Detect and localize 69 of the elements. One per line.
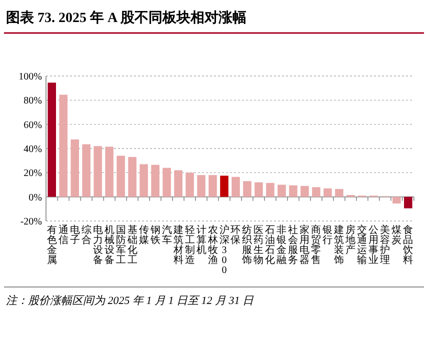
x-tick-label: 钢铁 (149, 225, 160, 246)
x-tick-label: 电力设备 (92, 224, 103, 266)
x-tick-label: 建筑材料 (172, 224, 184, 266)
bar (197, 175, 206, 197)
bar (243, 181, 252, 197)
x-tick-label: 国防军工 (116, 225, 126, 266)
x-tick-label: 石油石化 (265, 225, 276, 266)
x-tick-label: 综合 (81, 224, 92, 246)
bar (94, 146, 102, 197)
x-tick-label: 医药生物 (254, 225, 264, 266)
y-tick-label: 0% (28, 192, 42, 204)
y-tick-label: 40% (24, 144, 42, 155)
bar (140, 164, 148, 197)
bar (128, 156, 136, 197)
bar (278, 184, 286, 197)
bar (82, 144, 90, 197)
bar (116, 156, 125, 197)
x-tick-label: 交通运输 (357, 224, 368, 266)
x-tick-label: 传媒 (138, 225, 149, 246)
text: 注：股价涨幅区间为 2025 年 1 月 1 日至 12 月 31 日 (6, 294, 254, 307)
bar (266, 182, 274, 197)
bar (300, 186, 309, 197)
x-tick-label: 环保 (230, 225, 241, 246)
bar (70, 139, 79, 197)
y-tick-label: -20% (20, 216, 42, 228)
bar (105, 146, 114, 197)
x-tick-label: 轻工制造 (184, 224, 195, 266)
x-tick-label: 美容护理 (379, 224, 390, 266)
x-tick-label: 通信 (58, 224, 68, 246)
bar (312, 187, 320, 197)
bar (254, 182, 263, 197)
bar (151, 164, 160, 197)
bar (186, 172, 194, 197)
x-tick-label: 食品饮料 (402, 224, 414, 266)
x-tick-label: 家用电器 (300, 224, 310, 266)
bar (48, 82, 56, 197)
bar (220, 176, 228, 197)
x-tick-label: 煤炭 (392, 224, 402, 246)
y-tick-label: 100% (18, 72, 42, 82)
x-tick-label: 房地产 (344, 224, 356, 256)
x-tick-label: 农林牧渔 (206, 225, 218, 266)
x-tick-label: 非银金融 (276, 224, 287, 266)
x-tick-label: 建筑装饰 (333, 224, 344, 266)
x-tick-label: 商贸零售 (311, 224, 322, 266)
x-tick-label: 公用事业 (368, 224, 379, 266)
bar (404, 196, 412, 208)
x-tick-label: 计算机 (196, 224, 206, 256)
bar (324, 188, 332, 197)
bar (289, 185, 298, 197)
x-tick-label: 社会服务 (288, 224, 298, 266)
y-tick-label: 20% (24, 168, 42, 180)
bar (392, 196, 401, 204)
x-tick-label: 沪深300 (219, 224, 230, 276)
x-tick-label: 机械设备 (104, 224, 114, 266)
y-tick-label: 60% (24, 120, 42, 131)
bar (232, 176, 240, 197)
x-tick-label: 电子 (70, 224, 80, 246)
x-tick-label: 有色金属 (46, 224, 57, 266)
x-tick-label: 汽车 (162, 224, 172, 246)
bar (208, 175, 217, 197)
chart-title: 图表 73. 2025 年 A 股不同板块相对涨幅 (6, 10, 246, 26)
y-tick-label: 80% (24, 96, 42, 107)
bar (59, 94, 68, 197)
bar (162, 168, 171, 197)
bar (335, 188, 344, 197)
bar (174, 170, 182, 197)
x-tick-label: 基础化工 (126, 224, 138, 266)
x-tick-label: 纺织服饰 (241, 224, 252, 266)
x-tick-label: 银行 (322, 225, 333, 246)
